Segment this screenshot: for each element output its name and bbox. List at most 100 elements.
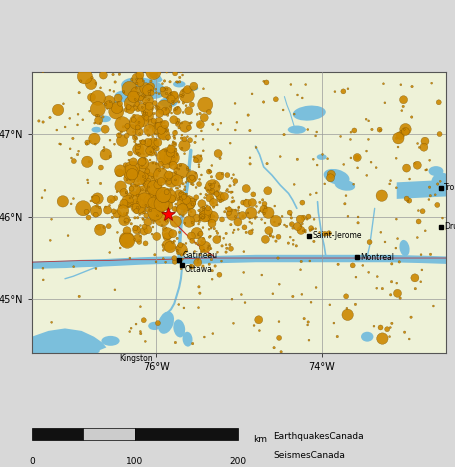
Point — [393, 155, 400, 162]
Point — [212, 262, 219, 270]
Point — [132, 204, 140, 211]
Point — [300, 315, 308, 322]
Point — [213, 188, 221, 195]
Point — [395, 134, 402, 142]
Point — [220, 234, 228, 242]
Point — [258, 271, 265, 279]
Point — [168, 195, 175, 203]
Point — [156, 110, 163, 117]
Point — [420, 143, 428, 151]
Point — [84, 179, 91, 187]
Point — [144, 139, 152, 146]
Point — [97, 84, 104, 92]
Point — [244, 199, 251, 207]
Point — [298, 94, 306, 102]
Point — [158, 178, 165, 185]
Point — [325, 229, 333, 237]
Point — [206, 204, 213, 212]
Point — [139, 186, 146, 193]
Point — [190, 200, 197, 207]
Point — [184, 166, 191, 173]
Point — [170, 133, 177, 140]
Point — [150, 199, 157, 206]
Point — [216, 233, 223, 241]
Point — [188, 198, 195, 206]
Point — [151, 184, 158, 191]
Point — [233, 119, 241, 126]
Point — [116, 100, 124, 107]
Point — [83, 140, 90, 148]
Point — [196, 218, 203, 225]
Point — [150, 140, 157, 147]
Point — [198, 238, 205, 245]
Point — [135, 202, 142, 210]
Point — [135, 142, 142, 149]
Bar — [135, 428, 238, 439]
Point — [198, 212, 206, 220]
Point — [308, 225, 315, 232]
Point — [125, 103, 132, 111]
Point — [228, 175, 235, 182]
Point — [205, 108, 212, 116]
Point — [198, 244, 206, 252]
Point — [89, 193, 96, 201]
Point — [321, 230, 329, 238]
Point — [175, 195, 182, 203]
Point — [291, 181, 298, 188]
Point — [260, 98, 267, 106]
Point — [107, 57, 114, 64]
Point — [67, 200, 75, 208]
Point — [207, 217, 215, 225]
Point — [167, 160, 175, 167]
Point — [381, 238, 389, 246]
Point — [163, 85, 171, 93]
Point — [152, 130, 159, 138]
Point — [107, 153, 114, 160]
Point — [168, 153, 176, 160]
Point — [177, 68, 185, 76]
Point — [161, 77, 168, 85]
Point — [171, 134, 178, 142]
Point — [152, 199, 159, 206]
Point — [137, 93, 144, 101]
Point — [108, 198, 116, 205]
Point — [116, 71, 123, 78]
Point — [165, 202, 172, 210]
Point — [178, 119, 185, 127]
Point — [354, 164, 361, 171]
Point — [76, 89, 83, 96]
Text: Kingston: Kingston — [120, 354, 153, 363]
Point — [134, 191, 141, 199]
Point — [143, 176, 150, 183]
Point — [276, 220, 283, 228]
Point — [136, 229, 143, 237]
Point — [119, 198, 126, 205]
Point — [141, 155, 148, 163]
Point — [148, 230, 156, 238]
Point — [153, 145, 161, 152]
Point — [281, 221, 288, 229]
Point — [147, 123, 154, 131]
Point — [144, 168, 151, 175]
Point — [434, 180, 441, 188]
Point — [399, 103, 407, 110]
Point — [179, 200, 186, 208]
Point — [156, 188, 163, 195]
Point — [105, 222, 112, 230]
Point — [131, 223, 138, 231]
Point — [199, 209, 206, 216]
Point — [117, 210, 124, 217]
Point — [219, 196, 227, 204]
Point — [275, 233, 282, 241]
Point — [197, 212, 205, 219]
Point — [152, 186, 159, 194]
Point — [150, 165, 157, 173]
Point — [185, 176, 192, 184]
Point — [422, 166, 430, 174]
Point — [85, 214, 92, 221]
Point — [297, 215, 304, 223]
Point — [302, 81, 309, 88]
Point — [131, 191, 139, 199]
Point — [207, 168, 214, 176]
Point — [216, 271, 223, 278]
